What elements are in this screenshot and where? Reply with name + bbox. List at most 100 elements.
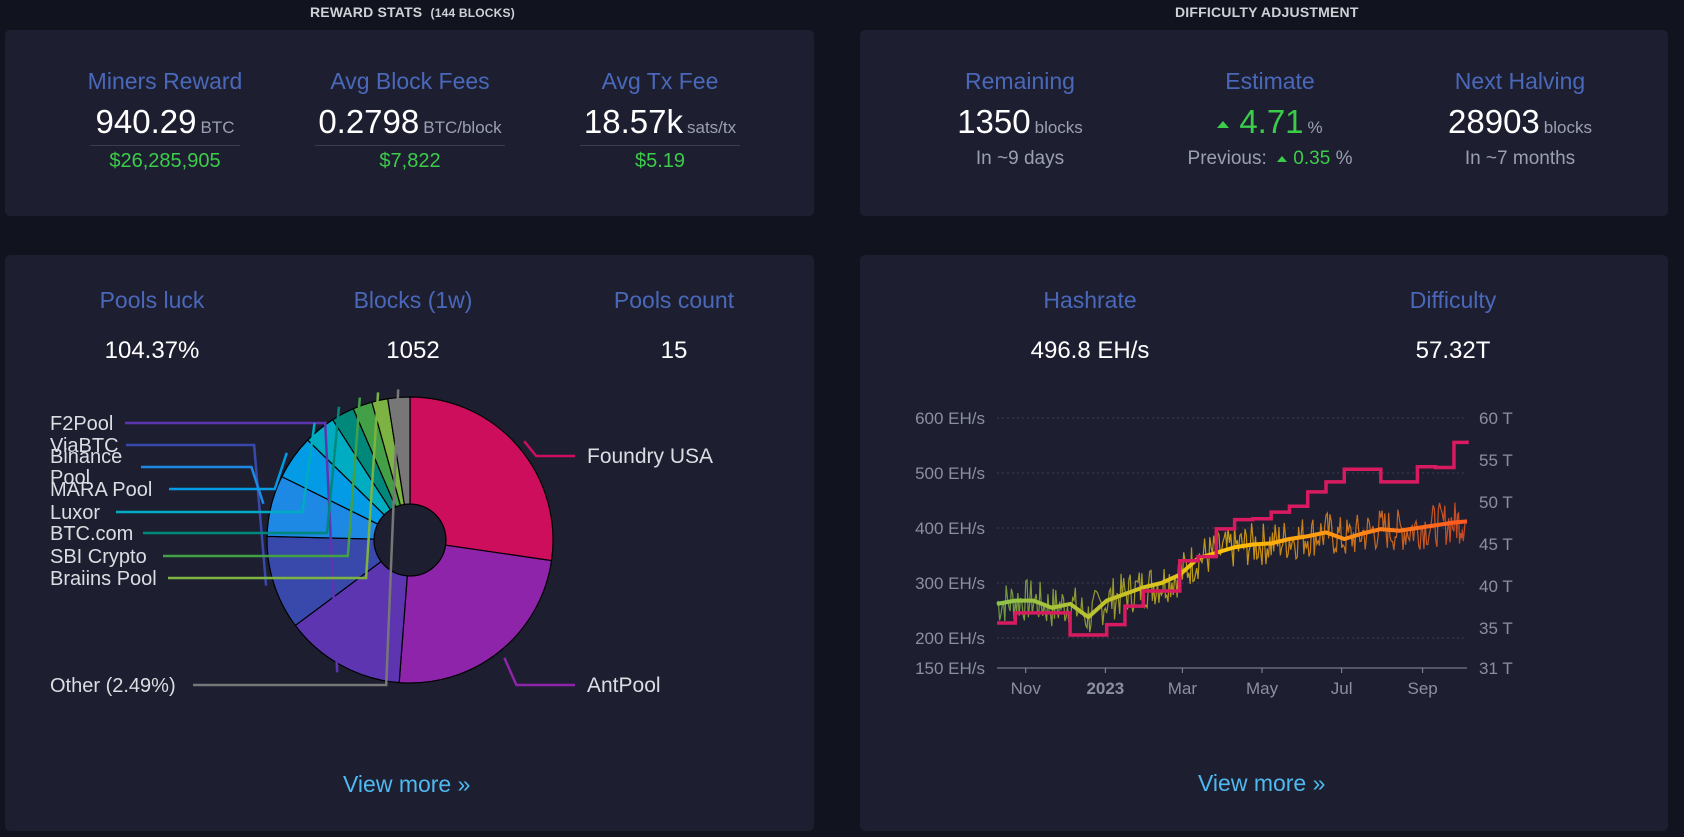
- pie-label-btc-com: BTC.com: [50, 406, 341, 545]
- pie-slice-viabtc[interactable]: [266, 535, 382, 627]
- next-halving-eta: In ~7 months: [1464, 148, 1576, 169]
- avg-block-fees-amount: 0.2798: [318, 103, 420, 140]
- svg-text:F2Pool: F2Pool: [50, 413, 113, 435]
- pools-view-more-link[interactable]: View more »: [343, 771, 471, 797]
- remaining-amount: 1350: [957, 103, 1031, 140]
- remaining-stat: Remaining 1350 blocks In ~9 days: [905, 68, 1135, 170]
- avg-tx-fee-amount: 18.57k: [583, 103, 683, 140]
- difficulty-adjustment-title: DIFFICULTY ADJUSTMENT: [1175, 4, 1359, 20]
- y-right-tick: 50 T: [1479, 493, 1513, 512]
- miners-reward-amount: 940.29: [95, 103, 197, 140]
- miners-reward-label: Miners Reward: [87, 68, 243, 94]
- miners-reward-value: 940.29 BTC: [60, 103, 270, 141]
- svg-text:MARA Pool: MARA Pool: [50, 479, 152, 501]
- avg-block-fees-fiat: $7,822: [379, 150, 441, 172]
- svg-text:BTC.com: BTC.com: [50, 523, 133, 545]
- pie-label-luxor: Luxor: [50, 422, 316, 524]
- avg-block-fees-label: Avg Block Fees: [330, 68, 490, 94]
- pie-slice-foundry-usa[interactable]: [409, 396, 554, 562]
- x-tick-label: 2023: [1086, 679, 1124, 698]
- y-right-tick: 40 T: [1479, 577, 1513, 596]
- hashrate-difficulty-chart: 150 EH/s 200 EH/s 300 EH/s 400 EH/s 500 EH/s…: [915, 409, 1513, 698]
- remaining-eta: In ~9 days: [975, 148, 1065, 169]
- stat-divider: [580, 145, 740, 146]
- next-halving-unit: blocks: [1543, 118, 1592, 137]
- pie-slice-other[interactable]: [387, 396, 411, 506]
- stat-divider: [90, 145, 240, 146]
- previous-unit: %: [1335, 148, 1353, 169]
- estimate-label: Estimate: [1225, 68, 1315, 94]
- avg-block-fees-value: 0.2798 BTC/block: [305, 103, 515, 141]
- reward-stats-title: REWARD STATS (144 BLOCKS): [310, 4, 515, 20]
- hashrate-card: Hashrate 496.8 EH/s Difficulty 57.32T 15…: [860, 255, 1668, 831]
- stat-divider: [315, 145, 505, 146]
- remaining-value: 1350 blocks: [905, 103, 1135, 141]
- difficulty-value: 57.32T: [1415, 337, 1491, 364]
- reward-stats-card: Miners Reward 940.29 BTC $26,285,905 Avg …: [5, 30, 814, 216]
- next-halving-stat: Next Halving 28903 blocks In ~7 months: [1400, 68, 1640, 170]
- previous-estimate: Previous: 0.35 %: [1150, 148, 1390, 170]
- pools-count-value: 15: [660, 337, 688, 364]
- y-left-tick: 150 EH/s: [915, 659, 985, 678]
- avg-tx-fee-stat: Avg Tx Fee 18.57k sats/tx $5.19: [555, 68, 765, 173]
- difficulty-step-line: [997, 440, 1469, 637]
- avg-block-fees-unit: BTC/block: [423, 118, 502, 137]
- y-right-tick: 45 T: [1479, 535, 1513, 554]
- svg-text:Binance: Binance: [50, 446, 122, 468]
- pools-count-label: Pools count: [613, 287, 735, 313]
- miners-reward-unit: BTC: [200, 118, 235, 137]
- pie-label-sbi-crypto: SBI Crypto: [50, 397, 362, 568]
- pie-label-viabtc: ViaBTC: [50, 435, 268, 586]
- avg-block-fees-stat: Avg Block Fees 0.2798 BTC/block $7,822: [305, 68, 515, 173]
- y-right-tick: 31 T: [1479, 659, 1513, 678]
- reward-stats-blocks-note: (144 BLOCKS): [430, 6, 515, 20]
- y-right-tick: 35 T: [1479, 619, 1513, 638]
- pools-luck-label: Pools luck: [99, 287, 205, 313]
- estimate-stat: Estimate 4.71% Previous: 0.35 %: [1150, 68, 1390, 170]
- avg-tx-fee-value: 18.57k sats/tx: [555, 103, 765, 141]
- pie-label-foundry-usa: Foundry USA: [523, 440, 713, 468]
- hashrate-average-line: [996, 519, 1468, 620]
- avg-tx-fee-label: Avg Tx Fee: [601, 68, 719, 94]
- estimate-value: 4.71%: [1150, 103, 1390, 141]
- previous-label: Previous:: [1187, 148, 1267, 169]
- difficulty-label: Difficulty: [1409, 287, 1497, 313]
- next-halving-value: 28903 blocks: [1400, 103, 1640, 141]
- svg-text:AntPool: AntPool: [587, 674, 661, 697]
- avg-tx-fee-unit: sats/tx: [686, 118, 737, 137]
- remaining-unit: blocks: [1034, 118, 1083, 137]
- mining-pools-card: Pools luck 104.37% Blocks (1w) 1052 Pool…: [5, 255, 814, 831]
- pools-pie-chart: Foundry USA AntPool F2PoolViaBTCBinancePoo…: [50, 389, 713, 697]
- y-left-tick: 600 EH/s: [915, 409, 985, 428]
- estimate-unit: %: [1307, 118, 1323, 137]
- hashrate-view-more-link[interactable]: View more »: [1198, 770, 1326, 796]
- svg-text:Pool: Pool: [50, 467, 90, 489]
- difficulty-adjustment-card: Remaining 1350 blocks In ~9 days Estimate…: [860, 30, 1668, 216]
- y-left-tick: 500 EH/s: [915, 464, 985, 483]
- pie-slice-antpool[interactable]: [398, 544, 553, 684]
- pools-luck-value: 104.37%: [104, 337, 200, 364]
- pie-label-braiins-pool: Braiins Pool: [50, 392, 380, 590]
- miners-reward-stat: Miners Reward 940.29 BTC $26,285,905: [60, 68, 270, 173]
- next-halving-label: Next Halving: [1454, 68, 1586, 94]
- blocks-1w-label: Blocks (1w): [353, 287, 473, 313]
- svg-text:ViaBTC: ViaBTC: [50, 435, 119, 457]
- x-tick-label: Jul: [1331, 679, 1353, 698]
- x-tick-label: Nov: [1011, 679, 1042, 698]
- previous-value: 0.35: [1293, 148, 1331, 169]
- arrow-up-icon: [1277, 155, 1288, 162]
- reward-stats-title-text: REWARD STATS: [310, 4, 423, 20]
- y-left-tick: 400 EH/s: [915, 519, 985, 538]
- remaining-label: Remaining: [965, 68, 1075, 94]
- pie-label-other: Other (2.49%): [50, 389, 400, 697]
- blocks-1w-value: 1052: [386, 337, 440, 364]
- y-left-tick: 200 EH/s: [915, 629, 985, 648]
- pie-label-antpool: AntPool: [503, 657, 661, 697]
- x-tick-label: May: [1246, 679, 1279, 698]
- svg-text:Other (2.49%): Other (2.49%): [50, 675, 176, 697]
- pie-slice-f2pool[interactable]: [294, 560, 408, 684]
- svg-text:Foundry USA: Foundry USA: [587, 445, 713, 468]
- hashrate-value: 496.8 EH/s: [1030, 337, 1150, 364]
- y-right-tick: 55 T: [1479, 451, 1513, 470]
